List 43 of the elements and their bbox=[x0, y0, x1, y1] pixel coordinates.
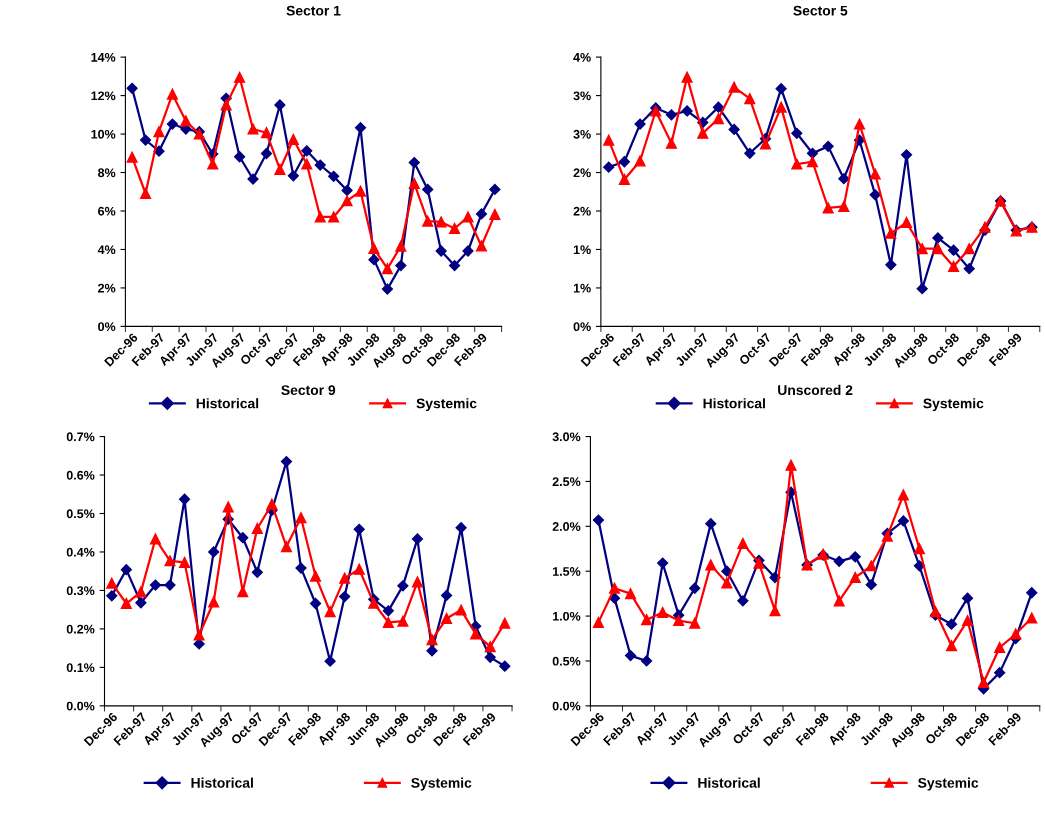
y-tick-label: 2% bbox=[573, 206, 591, 216]
y-tick-label: 14% bbox=[91, 52, 116, 62]
chart-title: Sector 5 bbox=[793, 5, 848, 16]
y-tick-label: 10% bbox=[91, 129, 116, 139]
y-tick-label: 4% bbox=[573, 52, 591, 62]
y-tick-label: 8% bbox=[98, 168, 116, 178]
y-tick-label: 1% bbox=[573, 283, 591, 293]
y-tick-label: 0.1% bbox=[66, 663, 95, 673]
y-tick-label: 1.0% bbox=[553, 611, 581, 621]
y-tick-label: 0.0% bbox=[552, 701, 581, 711]
legend-label: Historical bbox=[698, 777, 760, 788]
y-tick-label: 2.0% bbox=[552, 522, 581, 531]
y-tick-label: 1.5% bbox=[553, 567, 581, 576]
legend-label: Systemic bbox=[416, 398, 477, 412]
y-tick-label: 4% bbox=[97, 245, 116, 255]
chart-title: Sector 1 bbox=[286, 5, 341, 16]
y-tick-label: 12% bbox=[91, 91, 116, 101]
y-tick-label: 0% bbox=[98, 322, 116, 332]
y-tick-label: 2% bbox=[98, 283, 116, 293]
chart-title: Sector 9 bbox=[281, 385, 336, 396]
y-tick-label: 3.0% bbox=[552, 432, 581, 442]
y-tick-label: 3% bbox=[573, 91, 591, 101]
y-tick-label: 0.0% bbox=[66, 701, 95, 711]
y-tick-label: 0% bbox=[573, 322, 591, 332]
y-tick-label: 2.5% bbox=[552, 477, 581, 487]
legend-label: Systemic bbox=[411, 777, 472, 791]
legend-label: Systemic bbox=[923, 398, 984, 412]
y-tick-label: 0.3% bbox=[66, 586, 95, 596]
y-tick-label: 6% bbox=[98, 206, 116, 216]
legend-label: Systemic bbox=[918, 777, 979, 791]
y-tick-label: 0.6% bbox=[66, 470, 95, 480]
y-tick-label: 3% bbox=[573, 129, 591, 139]
y-tick-label: 0.5% bbox=[552, 656, 581, 666]
y-tick-label: 0.7% bbox=[66, 432, 95, 442]
chart-title: Unscored 2 bbox=[778, 384, 853, 396]
y-tick-label: 2% bbox=[573, 168, 591, 178]
y-tick-label: 1% bbox=[573, 245, 591, 255]
legend-label: Historical bbox=[703, 398, 765, 409]
y-tick-label: 0.2% bbox=[66, 624, 95, 634]
legend-label: Historical bbox=[191, 777, 253, 788]
legend-label: Historical bbox=[196, 398, 259, 409]
y-tick-label: 0.4% bbox=[66, 547, 95, 557]
y-tick-label: 0.5% bbox=[66, 509, 95, 519]
